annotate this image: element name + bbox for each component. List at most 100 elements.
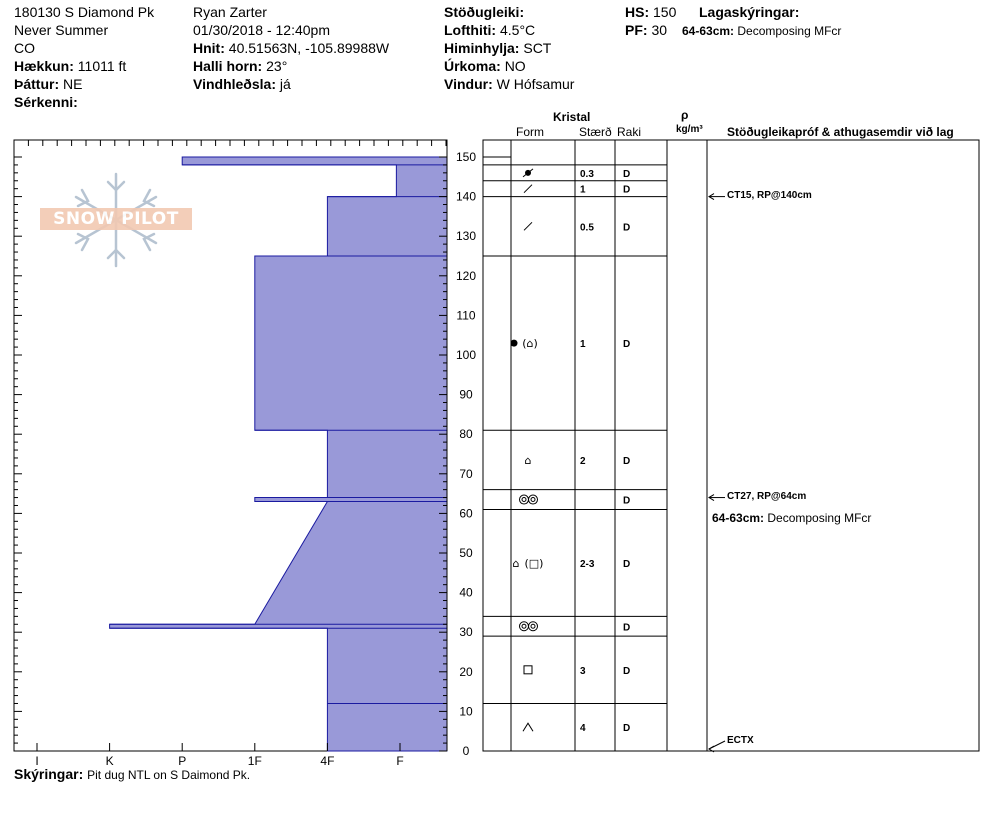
layer-moisture: D [623, 666, 630, 677]
wind-loading-label: Vindhleðsla: [193, 76, 276, 92]
height-tick-label: 140 [456, 190, 476, 204]
hardness-tick-label: 1F [248, 754, 262, 768]
layer-size: 0.5 [580, 222, 594, 233]
layer-moisture: D [623, 723, 630, 734]
rounding-faceted-icon [522, 168, 534, 178]
moisture-header: Raki [617, 125, 642, 139]
depth-hoar-icon: ⌂ [525, 454, 532, 467]
wind-value: W Hófsamur [496, 76, 575, 92]
stability-test-result: ECTX [727, 735, 754, 746]
sky-row: Himinhylja: SCT [444, 40, 551, 56]
layer-note-text: Decomposing MFcr [737, 24, 842, 38]
stability-label: Stöðugleiki: [444, 4, 525, 20]
slope-label: Halli horn: [193, 58, 263, 74]
hardness-tick-label: P [178, 754, 186, 768]
aspect-value: NE [63, 76, 83, 92]
layer-size: 2-3 [580, 559, 595, 570]
layer-size: 0.3 [580, 169, 594, 180]
comment-note-range: 64-63cm: [712, 511, 765, 525]
height-tick-label: 40 [459, 586, 473, 600]
graupel-with-depth-hoar-icon: (⌂) [510, 337, 538, 350]
comment-note-text: Decomposing MFcr [767, 511, 872, 525]
hardness-tick-label: K [106, 754, 114, 768]
svg-text:⌂: ⌂ [513, 557, 520, 570]
notes-row: Skýringar: Pit dug NTL on S Daimond Pk. [14, 766, 250, 782]
height-tick-label: 70 [459, 467, 473, 481]
faceted-crystal-icon [523, 665, 533, 675]
form-header: Form [516, 125, 544, 139]
height-tick-label: 10 [459, 704, 473, 718]
height-tick-label: 30 [459, 625, 473, 639]
wind-loading-row: Vindhleðsla: já [193, 76, 291, 92]
snowpilot-logo: SNOW PILOT [38, 170, 194, 270]
area-name: Never Summer [14, 22, 109, 38]
aspect-label: Þáttur: [14, 76, 60, 92]
layer-moisture: D [623, 622, 630, 633]
layer-size: 1 [580, 185, 586, 196]
table-frame [482, 139, 980, 752]
decomposing-fragment-icon [523, 221, 533, 231]
elevation-label: Hækkun: [14, 58, 74, 74]
hardness-plot: I K P 1F 4F F [13, 139, 448, 768]
layer-table: 0.3 D1 D0.5 D(⌂) 1 D⌂ 2 DD⌂ (□) 2-3 DD3 D4 D [482, 139, 980, 752]
arrow-head-icon [708, 745, 715, 753]
layer-size: 4 [580, 723, 586, 734]
layer-moisture: D [623, 169, 630, 180]
density-unit-header: kg/m³ [676, 124, 703, 135]
sky-value: SCT [523, 40, 552, 56]
size-header: Stærð [579, 125, 612, 139]
wind-row: Vindur: W Hófsamur [444, 76, 574, 92]
pf-row: PF: 30 [625, 22, 667, 38]
height-tick-label: 130 [456, 229, 476, 243]
pf-label: PF: [625, 22, 648, 38]
sky-label: Himinhylja: [444, 40, 520, 56]
layer-moisture: D [623, 456, 630, 467]
elevation-row: Hækkun: 11011 ft [14, 58, 126, 74]
height-axis: 0 10 20 30 40 50 60 70 80 90 100 110 120 130 140 150 [14, 140, 476, 758]
svg-text:(□): (□) [525, 557, 544, 570]
height-tick-label: 120 [456, 269, 476, 283]
observation-datetime: 01/30/2018 - 12:40pm [193, 22, 330, 38]
slope-row: Halli horn: 23° [193, 58, 287, 74]
height-tick-label: 20 [459, 665, 473, 679]
comment-note: 64-63cm: Decomposing MFcr [712, 511, 871, 525]
layer-notes-label: Lagaskýringar: [699, 4, 800, 20]
depth-hoar-with-faceted-icon: ⌂ (□) [513, 557, 544, 570]
hardness-tick-label: I [35, 754, 38, 768]
hs-value: 150 [653, 4, 677, 20]
observer-name: Ryan Zarter [193, 4, 267, 20]
coords-label: Hnit: [193, 40, 225, 56]
height-tick-label: 100 [456, 348, 476, 362]
height-tick-label: 50 [459, 546, 473, 560]
air-temp-label: Lofthiti: [444, 22, 497, 38]
hs-row: HS: 150 [625, 4, 676, 20]
height-tick-label: 80 [459, 427, 473, 441]
hardness-profile-area [109, 156, 448, 752]
hs-label: HS: [625, 4, 650, 20]
stability-tests-header: Stöðugleikapróf & athugasemdir við lag [727, 125, 954, 139]
coords-value: 40.51563N, -105.89988W [228, 40, 390, 56]
coords-row: Hnit: 40.51563N, -105.89988W [193, 40, 389, 56]
logo-text: SNOW PILOT [40, 208, 192, 230]
hardness-tick-label: 4F [320, 754, 334, 768]
air-temp-value: 4.5°C [499, 22, 536, 38]
height-tick-label: 60 [459, 506, 473, 520]
arrow-head-icon [708, 494, 715, 501]
decomposing-fragment-icon [523, 184, 533, 194]
hardness-tick-label: F [396, 754, 403, 768]
precip-value: NO [504, 58, 526, 74]
pit-title: 180130 S Diamond Pk [14, 4, 155, 20]
layer-size: 1 [580, 339, 586, 350]
depth-hoar-chevron-icon [522, 722, 534, 732]
layer-moisture: D [623, 339, 630, 350]
notes-label: Skýringar: [14, 766, 84, 782]
stability-test-result: CT15, RP@140cm [727, 189, 812, 201]
svg-text:(⌂): (⌂) [522, 337, 538, 350]
elevation-value: 11011 ft [77, 58, 127, 74]
layer-moisture: D [623, 496, 630, 507]
layer-moisture: D [623, 185, 630, 196]
arrow-head-icon [708, 193, 715, 201]
svg-text:⌂: ⌂ [525, 454, 532, 467]
stability-test-result: CT27, RP@64cm [727, 490, 807, 502]
features-label: Sérkenni: [14, 94, 78, 110]
